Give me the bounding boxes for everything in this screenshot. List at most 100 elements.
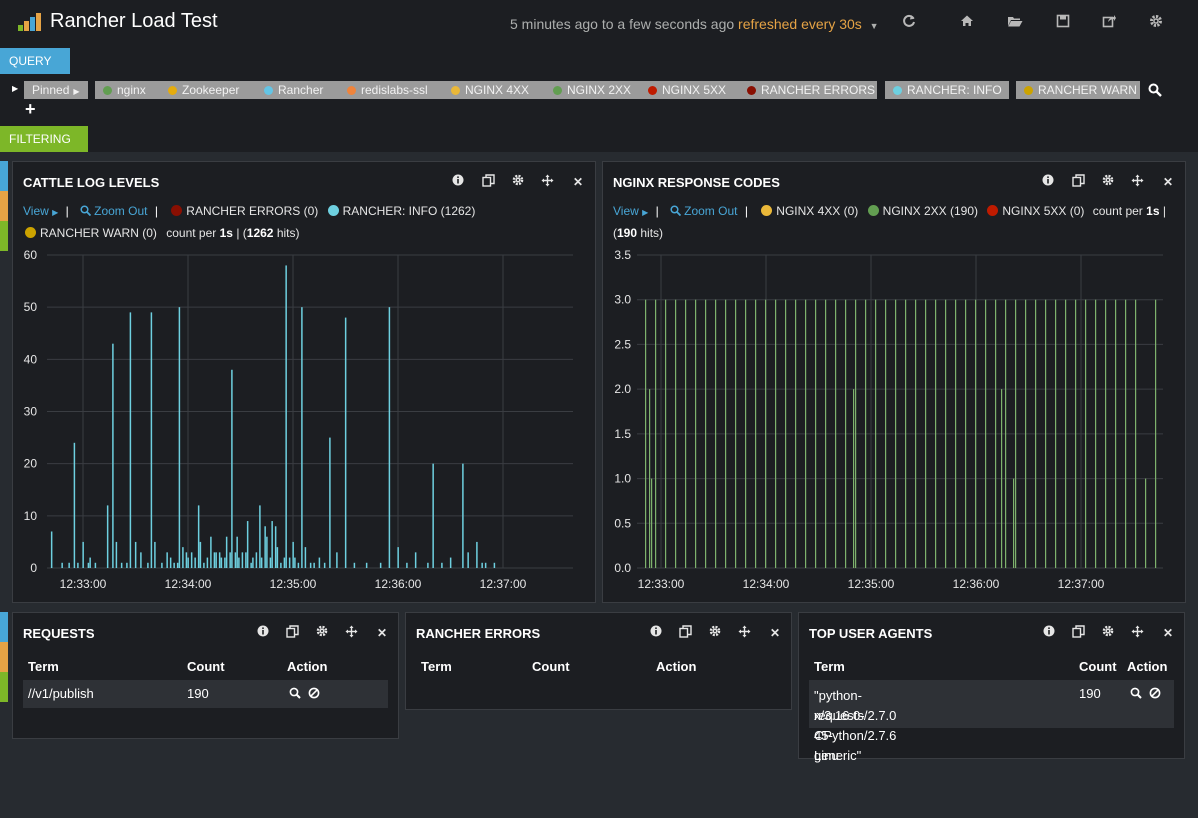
- row-collapse-stripe[interactable]: [0, 642, 8, 672]
- duplicate-icon[interactable]: [285, 625, 299, 641]
- exclude-ban-icon[interactable]: [1149, 687, 1161, 702]
- folder-open-icon[interactable]: [1007, 14, 1023, 30]
- panel-settings-gear-icon[interactable]: [315, 625, 329, 641]
- row-collapse-stripe[interactable]: [0, 612, 8, 642]
- info-icon[interactable]: [1042, 625, 1056, 641]
- query-pill-rancher-warn[interactable]: RANCHER WARN: [1016, 81, 1140, 99]
- move-arrows-icon[interactable]: [1130, 625, 1144, 641]
- zoom-out-link[interactable]: Zoom Out: [76, 204, 147, 218]
- close-icon[interactable]: ✕: [769, 626, 781, 640]
- bar: [1045, 299, 1047, 568]
- bar: [231, 369, 233, 568]
- info-icon[interactable]: [649, 625, 663, 641]
- cattle-log-chart[interactable]: 0 10 20 30 40 50 60 12:33:00 12:34:00 12:35:00 12:…: [13, 246, 597, 601]
- bar: [182, 547, 184, 568]
- home-icon[interactable]: [959, 14, 975, 30]
- pinned-toggle[interactable]: Pinned ▶: [24, 81, 88, 99]
- query-pill-redislabs-ssl[interactable]: redislabs-ssl: [339, 81, 464, 99]
- query-pill-nginx-2xx[interactable]: NGINX 2XX: [545, 81, 665, 99]
- row-collapse-stripe[interactable]: [0, 221, 8, 251]
- legend-item-nginx-2xx[interactable]: NGINX 2XX (190): [862, 204, 978, 218]
- close-icon[interactable]: ✕: [1162, 626, 1174, 640]
- row-collapse-stripe[interactable]: [0, 191, 8, 221]
- zoom-out-label: Zoom Out: [684, 204, 738, 218]
- move-arrows-icon[interactable]: [540, 174, 554, 190]
- zoom-out-link[interactable]: Zoom Out: [666, 204, 737, 218]
- filter-search-icon[interactable]: [289, 687, 301, 702]
- legend-item-rancher-warn[interactable]: RANCHER WARN (0): [23, 226, 157, 240]
- query-pill-nginx-5xx[interactable]: NGINX 5XX: [640, 81, 761, 99]
- legend-label: NGINX 2XX (190): [882, 204, 979, 218]
- panel-legend: View ▶ | Zoom Out | NGINX 4XX (0) NGINX …: [613, 201, 1169, 244]
- panel-toolbar: ✕: [256, 625, 396, 641]
- time-picker[interactable]: 5 minutes ago to a few seconds ago refre…: [510, 16, 879, 32]
- panel-title: NGINX RESPONSE CODES: [613, 175, 780, 190]
- panel-settings-gear-icon[interactable]: [511, 174, 525, 190]
- share-icon[interactable]: [1101, 14, 1117, 30]
- exclude-ban-icon[interactable]: [308, 687, 320, 702]
- bar: [259, 505, 261, 568]
- bar: [484, 562, 487, 568]
- column-header-term[interactable]: Term: [28, 659, 59, 674]
- bar: [94, 562, 97, 568]
- query-pill-nginx-4xx[interactable]: NGINX 4XX: [443, 81, 562, 99]
- save-icon[interactable]: [1055, 14, 1071, 30]
- query-pill-zookeeper[interactable]: Zookeeper: [160, 81, 274, 99]
- column-header-count[interactable]: Count: [532, 659, 570, 674]
- bar: [241, 552, 244, 568]
- panel-settings-gear-icon[interactable]: [1101, 625, 1115, 641]
- query-pill-rancher-errors[interactable]: RANCHER ERRORS: [739, 81, 877, 99]
- bar: [1085, 299, 1087, 568]
- bar: [252, 557, 254, 568]
- nginx-response-chart[interactable]: 0.0 0.5 1.0 1.5 2.0 2.5 3.0 3.5 12:33:00 12:34:00…: [603, 246, 1187, 601]
- row-collapse-stripe[interactable]: [0, 672, 8, 702]
- legend-item-rancher-info[interactable]: RANCHER: INFO (1262): [322, 204, 475, 218]
- info-icon[interactable]: [256, 625, 270, 641]
- close-icon[interactable]: ✕: [1162, 175, 1174, 189]
- bar: [269, 557, 272, 568]
- close-icon[interactable]: ✕: [376, 626, 388, 640]
- refresh-icon[interactable]: [901, 14, 917, 30]
- y-tick-label: 2.0: [614, 382, 631, 396]
- filtering-toggle-button[interactable]: FILTERING ◀: [0, 126, 88, 171]
- panel-settings-gear-icon[interactable]: [1101, 174, 1115, 190]
- row-collapse-stripe[interactable]: [0, 161, 8, 191]
- filter-search-icon[interactable]: [1130, 687, 1142, 702]
- duplicate-icon[interactable]: [678, 625, 692, 641]
- move-arrows-icon[interactable]: [1130, 174, 1144, 190]
- bar: [885, 299, 887, 568]
- bar: [203, 562, 205, 568]
- info-icon[interactable]: [451, 174, 465, 190]
- column-header-count[interactable]: Count: [1079, 659, 1117, 674]
- count-interval: 1s: [1146, 204, 1160, 218]
- legend-item-rancher-errors[interactable]: RANCHER ERRORS (0): [165, 204, 318, 218]
- bar: [218, 552, 221, 568]
- bar: [476, 541, 478, 568]
- legend-item-nginx-5xx[interactable]: NGINX 5XX (0): [981, 204, 1084, 218]
- query-pill-rancher[interactable]: Rancher: [256, 81, 356, 99]
- view-menu-link[interactable]: View ▶: [23, 204, 58, 218]
- add-query-plus-icon[interactable]: +: [25, 99, 36, 119]
- view-menu-link[interactable]: View ▶: [613, 204, 648, 218]
- settings-gear-icon[interactable]: [1148, 14, 1164, 30]
- search-icon[interactable]: [1148, 83, 1162, 97]
- dashboard-title[interactable]: Rancher Load Test: [50, 10, 218, 32]
- query-pill-rancher-info[interactable]: RANCHER: INFO: [885, 81, 1009, 99]
- bar: [805, 299, 807, 568]
- query-toggle-button[interactable]: QUERY ▶: [0, 48, 70, 93]
- panel-title: CATTLE LOG LEVELS: [23, 175, 160, 190]
- move-arrows-icon[interactable]: [344, 625, 358, 641]
- move-arrows-icon[interactable]: [737, 625, 751, 641]
- close-icon[interactable]: ✕: [572, 175, 584, 189]
- query-pill-nginx[interactable]: nginx: [95, 81, 177, 99]
- duplicate-icon[interactable]: [1071, 174, 1085, 190]
- column-header-term[interactable]: Term: [814, 659, 845, 674]
- bar: [280, 562, 282, 568]
- legend-item-nginx-4xx[interactable]: NGINX 4XX (0): [755, 204, 858, 218]
- panel-settings-gear-icon[interactable]: [708, 625, 722, 641]
- info-icon[interactable]: [1041, 174, 1055, 190]
- duplicate-icon[interactable]: [481, 174, 495, 190]
- duplicate-icon[interactable]: [1071, 625, 1085, 641]
- column-header-count[interactable]: Count: [187, 659, 225, 674]
- column-header-term[interactable]: Term: [421, 659, 452, 674]
